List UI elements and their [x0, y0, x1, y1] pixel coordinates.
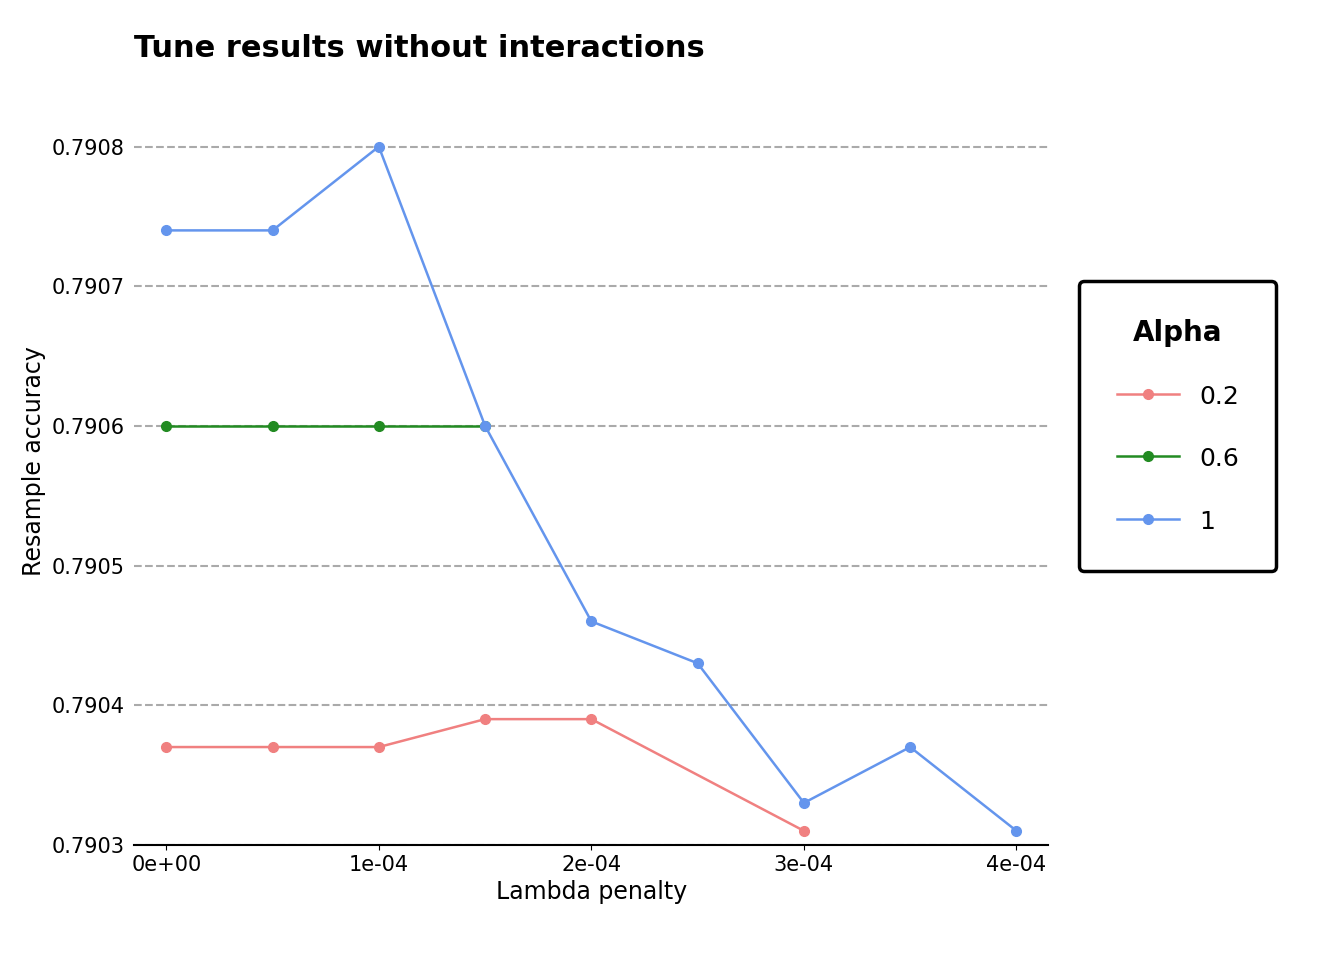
0.6 — [265, 420, 281, 432]
Text: Tune results without interactions: Tune results without interactions — [134, 35, 706, 63]
0.2 — [477, 713, 493, 725]
0.2 — [371, 741, 387, 753]
0.6 — [159, 420, 175, 432]
1 — [796, 797, 812, 808]
1 — [265, 225, 281, 236]
Line: 0.6: 0.6 — [161, 421, 491, 431]
Legend: 0.2, 0.6, 1: 0.2, 0.6, 1 — [1079, 281, 1277, 571]
0.2 — [159, 741, 175, 753]
1 — [689, 658, 706, 669]
X-axis label: Lambda penalty: Lambda penalty — [496, 880, 687, 904]
0.2 — [796, 825, 812, 836]
1 — [371, 141, 387, 153]
Y-axis label: Resample accuracy: Resample accuracy — [22, 346, 46, 576]
1 — [902, 741, 918, 753]
0.6 — [477, 420, 493, 432]
0.2 — [583, 713, 599, 725]
Line: 1: 1 — [161, 142, 1021, 836]
Line: 0.2: 0.2 — [161, 714, 809, 836]
1 — [477, 420, 493, 432]
1 — [159, 225, 175, 236]
0.2 — [265, 741, 281, 753]
1 — [1008, 825, 1024, 836]
0.6 — [371, 420, 387, 432]
1 — [583, 615, 599, 627]
